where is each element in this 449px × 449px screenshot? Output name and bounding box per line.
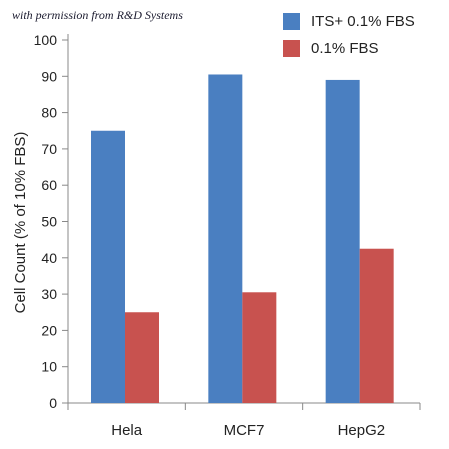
y-tick-label: 10 (41, 359, 57, 375)
x-tick-label: Hela (111, 422, 143, 439)
y-tick-label: 70 (41, 141, 57, 157)
legend-label-fbs: 0.1% FBS (311, 40, 379, 57)
legend-item-fbs: 0.1% FBS (283, 35, 415, 62)
permission-credit: with permission from R&D Systems (12, 8, 183, 22)
y-tick-label: 100 (34, 32, 58, 48)
y-tick-label: 60 (41, 177, 57, 193)
legend-swatch-its (283, 13, 300, 30)
legend-item-its: ITS+ 0.1% FBS (283, 8, 415, 35)
y-tick-label: 40 (41, 250, 57, 266)
x-tick-label: HepG2 (338, 422, 386, 439)
y-tick-label: 80 (41, 105, 57, 121)
bar-fbs-hepg2 (359, 248, 394, 403)
bar-fbs-hela (125, 312, 159, 403)
y-axis-label: Cell Count (% of 10% FBS) (12, 132, 29, 314)
y-tick-label: 20 (41, 322, 57, 338)
y-tick-label: 90 (41, 68, 57, 84)
y-tick-label: 0 (49, 395, 57, 411)
bar-its-hela (91, 130, 125, 403)
chart-legend: ITS+ 0.1% FBS 0.1% FBS (283, 8, 415, 62)
bar-fbs-mcf7 (242, 292, 277, 403)
legend-swatch-fbs (283, 40, 300, 57)
x-tick-label: MCF7 (224, 422, 265, 439)
legend-label-its: ITS+ 0.1% FBS (311, 13, 415, 30)
bar-its-hepg2 (325, 79, 360, 404)
bar-its-mcf7 (208, 74, 243, 404)
y-tick-label: 30 (41, 286, 57, 302)
y-tick-label: 50 (41, 214, 57, 230)
